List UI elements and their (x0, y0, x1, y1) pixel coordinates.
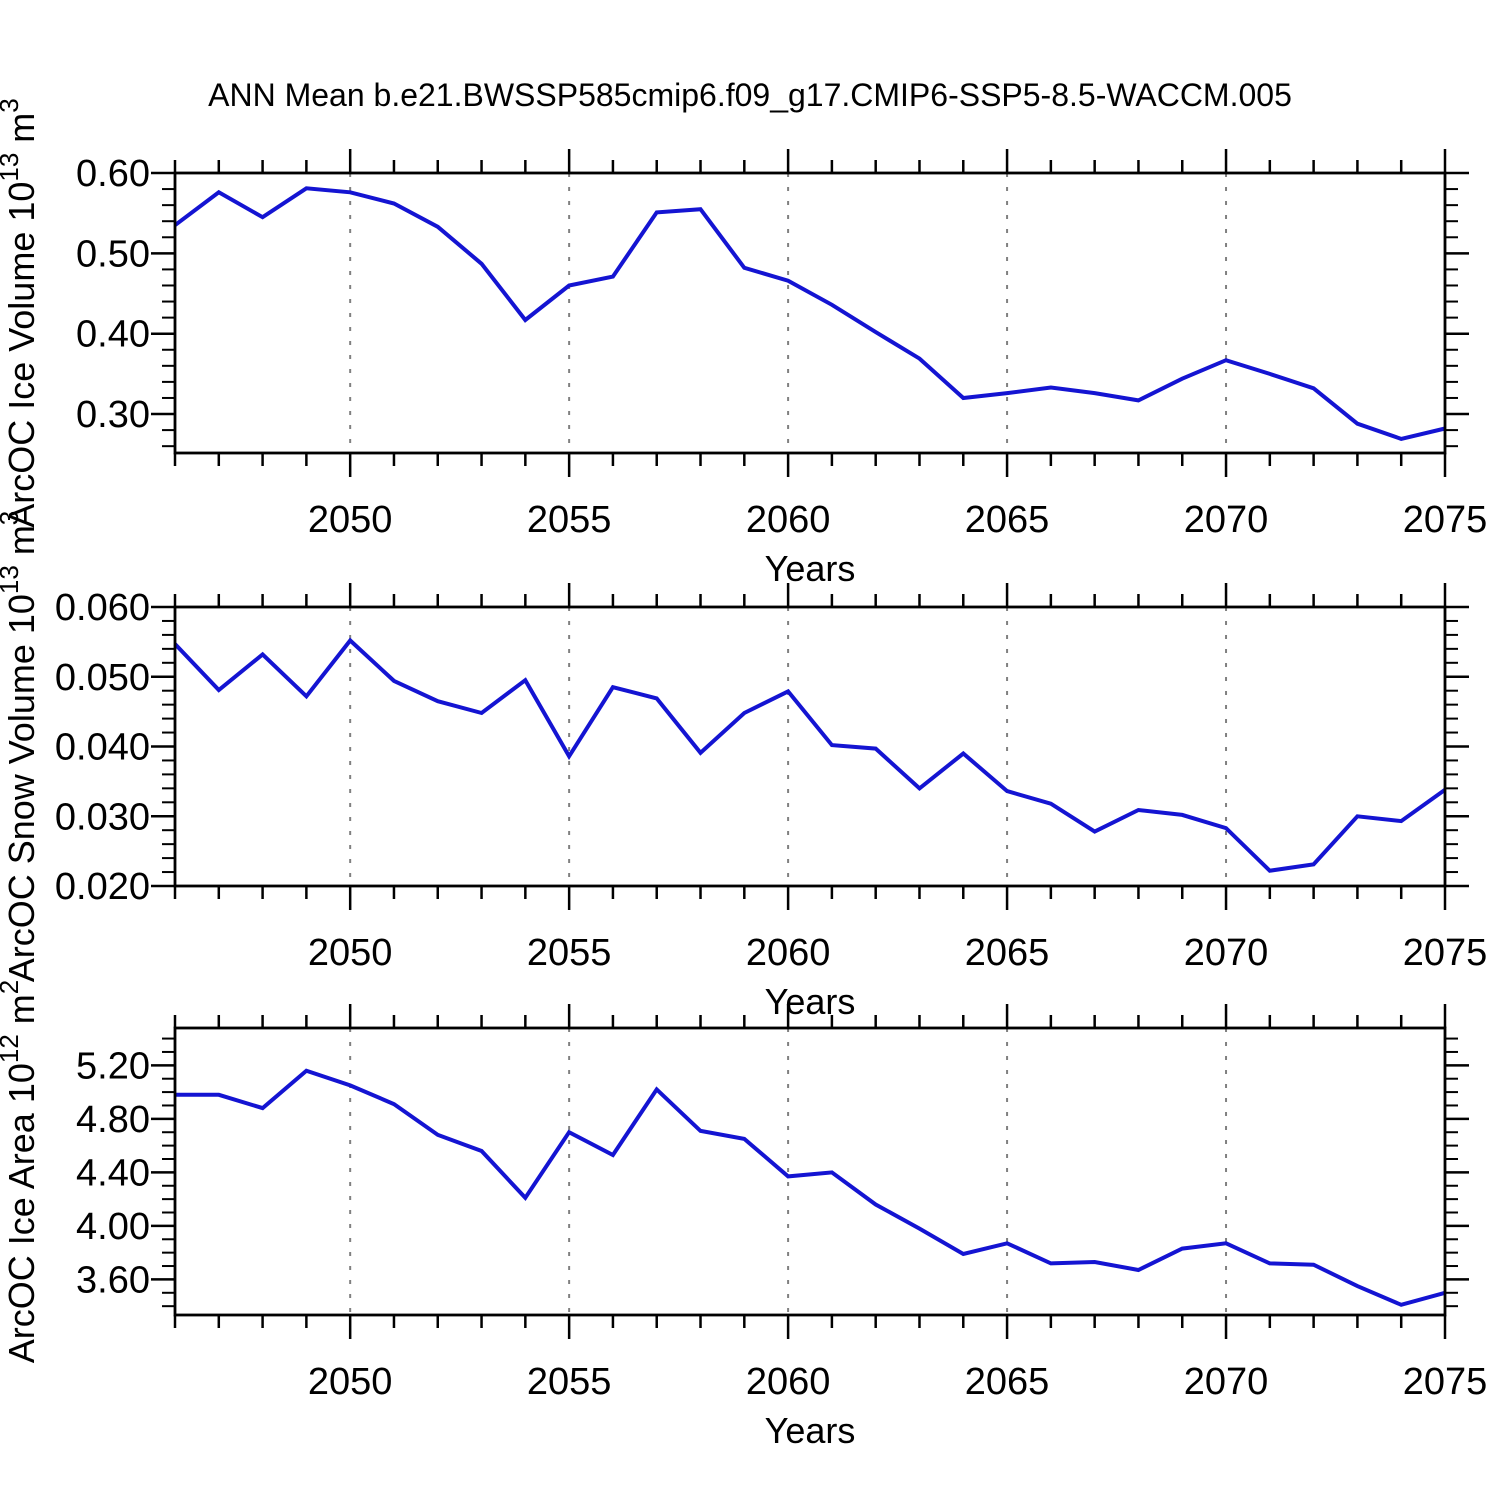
y-tick-label: 3.60 (76, 1259, 150, 1301)
panel-arcoc-ice-area: 2050 2055 2060 2065 2070 2075 3.60 4.00 4.40 4.80… (0, 980, 1487, 1451)
x-tick-label: 2070 (1184, 932, 1269, 974)
x-tick-label: 2065 (965, 1361, 1050, 1403)
arcoc-ice-area-line (175, 1068, 1446, 1307)
arcoc-ice-volume-line (173, 186, 1446, 441)
x-axis-title: Years (765, 548, 856, 589)
x-tick-label: 2075 (1403, 1361, 1488, 1403)
x-tick-label: 2060 (746, 499, 831, 541)
y-tick-label: 0.60 (76, 153, 150, 195)
y-tick-label: 0.30 (76, 394, 150, 436)
panel-arcoc-snow-volume: 2050 2055 2060 2065 2070 2075 0.020 0.030 0.040 0… (0, 511, 1487, 1022)
y-tick-label: 0.40 (76, 314, 150, 356)
figure-title: ANN Mean b.e21.BWSSP585cmip6.f09_g17.CMI… (208, 77, 1292, 113)
y-tick-label: 0.020 (55, 866, 150, 908)
x-tick-label: 2050 (308, 1361, 393, 1403)
x-tick-label: 2075 (1403, 499, 1488, 541)
x-tick-label: 2055 (527, 1361, 612, 1403)
x-tick-label: 2065 (965, 932, 1050, 974)
y-tick-label: 0.040 (55, 727, 150, 769)
y-tick-label: 4.40 (76, 1152, 150, 1194)
y-axis-title: ArcOC Snow Volume 1013​ m3​ (0, 511, 42, 983)
y-tick-label: 0.060 (55, 587, 150, 629)
plot-box (173, 605, 1447, 888)
x-tick-label: 2060 (746, 932, 831, 974)
x-axis-title: Years (765, 981, 856, 1022)
arcoc-snow-volume-line (173, 637, 1447, 873)
x-tick-label: 2070 (1184, 1361, 1269, 1403)
x-axis-title: Years (765, 1410, 856, 1451)
figure-title-group: ANN Mean b.e21.BWSSP585cmip6.f09_g17.CMI… (208, 77, 1292, 113)
x-tick-label: 2070 (1184, 499, 1269, 541)
x-tick-label: 2075 (1403, 932, 1488, 974)
x-tick-label: 2055 (527, 932, 612, 974)
y-tick-label: 0.50 (76, 233, 150, 275)
y-tick-label: 4.80 (76, 1099, 150, 1141)
y-axis-title: ArcOC Ice Volume 1013​ m3​ (0, 98, 42, 528)
y-tick-label: 5.20 (76, 1045, 150, 1087)
x-tick-label: 2050 (308, 932, 393, 974)
x-tick-label: 2065 (965, 499, 1050, 541)
x-tick-label: 2055 (527, 499, 612, 541)
y-tick-label: 4.00 (76, 1206, 150, 1248)
y-axis-title: ArcOC Ice Area 1012​ m2​ (0, 980, 42, 1364)
x-tick-label: 2050 (308, 499, 393, 541)
y-tick-label: 0.050 (55, 657, 150, 699)
plot-box (173, 171, 1447, 455)
x-tick-label: 2060 (746, 1361, 831, 1403)
y-tick-label: 0.030 (55, 796, 150, 838)
panel-arcoc-ice-volume: 2050 2055 2060 2065 2070 2075 0.30 0.40 0.50 0.60… (0, 98, 1487, 589)
plot-box (173, 1026, 1447, 1317)
